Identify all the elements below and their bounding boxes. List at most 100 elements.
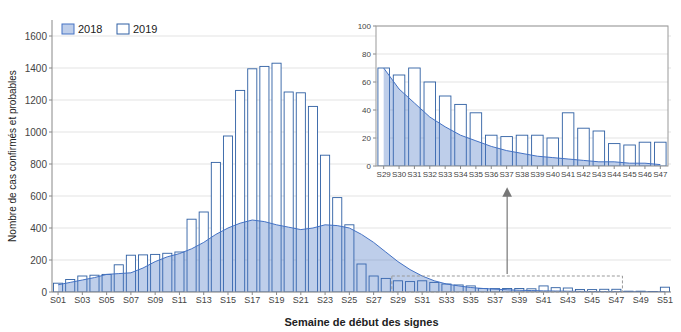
- marks: [378, 68, 666, 166]
- y-tick-label: 20: [362, 134, 371, 143]
- bar: [562, 113, 574, 166]
- area: [58, 220, 665, 292]
- x-tick-label: S46: [638, 170, 653, 179]
- x-tick-label: S38: [515, 170, 530, 179]
- legend-swatch: [62, 24, 74, 34]
- x-tick: [614, 166, 615, 169]
- x-tick-label: S03: [74, 295, 90, 305]
- x-tick-label: S25: [341, 295, 357, 305]
- chart-0: 02004006008001000120014001600S01S03S05S0…: [7, 20, 673, 328]
- y-tick-label: 100: [358, 22, 372, 31]
- y-tick-label: 800: [30, 159, 47, 170]
- y-tick-label: 1600: [25, 31, 48, 42]
- x-tick-label: S35: [469, 170, 484, 179]
- legend-label: 2019: [133, 23, 157, 35]
- x-tick: [660, 166, 661, 169]
- x-tick: [583, 166, 584, 169]
- x-tick-label: S45: [622, 170, 637, 179]
- x-label: Semaine de début des signes: [284, 316, 438, 328]
- x-tick-label: S21: [293, 295, 309, 305]
- x-tick-label: S40: [546, 170, 561, 179]
- x-tick: [491, 166, 492, 169]
- x-tick-label: S47: [653, 170, 668, 179]
- background: [0, 0, 681, 332]
- x-tick: [568, 166, 569, 169]
- x-tick-label: S41: [536, 295, 552, 305]
- y-tick-label: 0: [41, 287, 47, 298]
- x-tick-label: S37: [487, 295, 503, 305]
- x-tick-label: S33: [438, 295, 454, 305]
- x-tick: [598, 166, 599, 169]
- x-tick-label: S15: [220, 295, 236, 305]
- x-tick-label: S13: [196, 295, 212, 305]
- legend: 2018 2019: [62, 23, 157, 35]
- x-tick-label: S11: [172, 295, 187, 305]
- chart: 02004006008001000120014001600S01S03S05S0…: [0, 0, 681, 332]
- x-tick-label: S17: [244, 295, 260, 305]
- x-tick: [475, 166, 476, 169]
- x-tick-label: S49: [633, 295, 649, 305]
- x-tick-label: S27: [366, 295, 382, 305]
- x-tick-label: S07: [123, 295, 139, 305]
- grid-line: [52, 228, 671, 229]
- bar: [660, 287, 669, 292]
- x-tick-label: S05: [99, 295, 115, 305]
- x-tick-label: S23: [317, 295, 333, 305]
- x-tick-label: S29: [377, 170, 392, 179]
- zoom-box: [392, 276, 623, 292]
- x-tick: [383, 166, 384, 169]
- y-tick-label: 0: [367, 162, 372, 171]
- legend-label: 2018: [78, 23, 102, 35]
- y-tick-label: 1400: [25, 63, 48, 74]
- plot-background: [376, 26, 668, 166]
- y-tick-label: 1000: [25, 127, 48, 138]
- x-tick-label: S39: [511, 295, 527, 305]
- x-tick: [460, 166, 461, 169]
- x-tick-label: S43: [592, 170, 607, 179]
- x-tick: [399, 166, 400, 169]
- x-tick-label: S31: [407, 170, 422, 179]
- y-tick-label: 400: [30, 223, 47, 234]
- y-axis: [52, 20, 53, 292]
- x-tick-label: S43: [560, 295, 576, 305]
- area-edge: [58, 220, 665, 292]
- y-tick-label: 600: [30, 191, 47, 202]
- legend-swatch: [117, 24, 129, 34]
- x-tick-label: S35: [463, 295, 479, 305]
- y-tick-label: 80: [362, 50, 371, 59]
- y-tick-label: 200: [30, 255, 47, 266]
- bar: [639, 142, 651, 166]
- x-tick-label: S42: [576, 170, 591, 179]
- x-tick-label: S45: [584, 295, 600, 305]
- chart-1: 020406080100S29S30S31S32S33S34S35S36S37S…: [358, 22, 668, 179]
- x-tick-label: S41: [561, 170, 576, 179]
- x-tick: [414, 166, 415, 169]
- x-tick-label: S30: [392, 170, 407, 179]
- y-tick-label: 60: [362, 78, 371, 87]
- x-tick-label: S36: [484, 170, 499, 179]
- area-edge: [384, 68, 661, 165]
- x-tick-label: S31: [414, 295, 430, 305]
- x-tick-label: S01: [50, 295, 66, 305]
- x-tick-label: S09: [147, 295, 163, 305]
- bar: [593, 131, 605, 166]
- x-tick-label: S33: [438, 170, 453, 179]
- frame: [376, 26, 668, 166]
- bar: [655, 142, 667, 166]
- zoom-arrow: [507, 192, 508, 274]
- grid-line: [376, 54, 668, 55]
- x-tick: [429, 166, 430, 169]
- x-tick-label: S47: [608, 295, 624, 305]
- x-tick-label: S29: [390, 295, 406, 305]
- x-tick-label: S34: [453, 170, 468, 179]
- y-tick-label: 1200: [25, 95, 48, 106]
- x-tick-label: S51: [657, 295, 673, 305]
- y-label: Nombre de cas confirmés et probables: [7, 70, 18, 242]
- area: [384, 68, 661, 166]
- x-tick-label: S32: [423, 170, 438, 179]
- x-tick: [629, 166, 630, 169]
- grid-line: [52, 196, 671, 197]
- x-tick: [445, 166, 446, 169]
- x-tick: [522, 166, 523, 169]
- x-tick: [537, 166, 538, 169]
